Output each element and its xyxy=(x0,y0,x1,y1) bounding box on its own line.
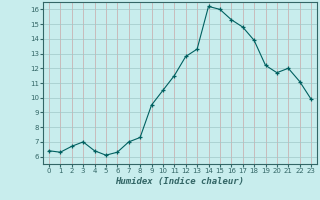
X-axis label: Humidex (Indice chaleur): Humidex (Indice chaleur) xyxy=(116,177,244,186)
